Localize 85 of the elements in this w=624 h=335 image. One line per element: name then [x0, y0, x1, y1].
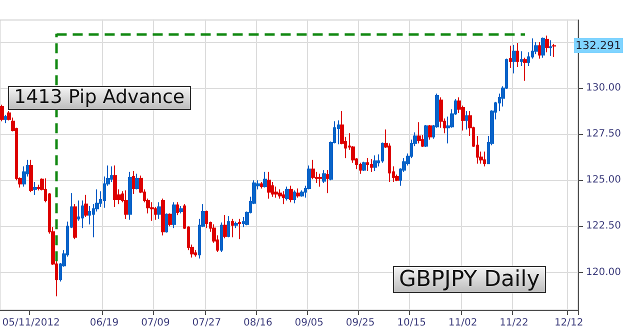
candlestick — [296, 188, 300, 198]
candlestick — [128, 171, 132, 220]
candlestick — [424, 124, 428, 148]
candlestick — [238, 218, 241, 240]
candlestick — [223, 214, 227, 239]
candlestick — [512, 44, 516, 74]
text: GBPJPY Daily — [393, 266, 546, 294]
candlestick — [373, 154, 377, 172]
candlestick — [509, 45, 512, 68]
candlestick — [541, 36, 545, 58]
candlestick — [234, 221, 238, 229]
candlestick — [322, 170, 326, 184]
candlestick — [523, 57, 527, 82]
candlestick — [0, 104, 4, 122]
x-tick-label: 07/27 — [192, 318, 222, 328]
x-tick-label: 05/11/2012 — [2, 318, 60, 328]
candlestick — [300, 190, 304, 198]
candlestick — [516, 42, 519, 68]
candlestick — [311, 159, 315, 180]
x-tick-label: 10/15 — [397, 318, 426, 328]
candlestick — [267, 171, 271, 200]
candlestick — [285, 186, 289, 201]
candlestick — [520, 50, 523, 67]
candlestick — [124, 190, 128, 220]
candlestick — [362, 161, 366, 172]
candlestick — [205, 210, 208, 229]
x-tick-label: 07/09 — [141, 318, 170, 328]
candlestick — [132, 170, 135, 194]
candlestick — [428, 124, 432, 140]
candlestick — [172, 202, 176, 229]
candlestick — [176, 202, 179, 216]
candlestick — [231, 218, 234, 238]
candlestick — [326, 170, 329, 194]
candlestick — [33, 182, 37, 196]
candlestick — [359, 162, 362, 174]
candlestick — [165, 212, 168, 234]
annotation: 132.291 — [574, 38, 623, 53]
candlestick — [135, 173, 139, 190]
candlestick — [289, 185, 293, 203]
candlestick — [179, 205, 183, 214]
candlestick — [84, 194, 88, 218]
candlestick — [157, 202, 161, 220]
candlestick — [549, 40, 552, 56]
y-tick-label: 127.50 — [586, 128, 621, 140]
candlestick — [29, 159, 33, 193]
candlestick — [73, 204, 77, 240]
candlestick — [465, 110, 468, 130]
candlestick — [168, 212, 172, 227]
y-tick-label: 122.50 — [586, 220, 621, 232]
candlestick — [370, 158, 373, 172]
candlestick — [534, 42, 538, 55]
candlestick — [417, 122, 421, 144]
x-tick-label: 08/16 — [243, 318, 272, 328]
candlestick — [282, 190, 285, 205]
candlestick — [366, 158, 369, 172]
ref-line-label: 1413 Pip Advance — [8, 86, 191, 110]
candlestick — [318, 173, 322, 188]
y-tick-label: 125.00 — [586, 174, 621, 186]
x-tick-label: 09/25 — [346, 318, 375, 328]
candlestick — [81, 200, 84, 229]
candlestick — [337, 120, 340, 145]
y-tick-label: 120.00 — [586, 266, 621, 278]
x-tick-label: 12/12 — [554, 318, 584, 328]
candlestick — [227, 216, 230, 238]
candlestick — [538, 42, 541, 60]
candlestick — [293, 190, 296, 204]
candlestick — [260, 182, 263, 189]
candlestick — [545, 35, 549, 53]
candlestick — [113, 164, 117, 208]
candlestick — [263, 171, 267, 188]
candlestick — [110, 166, 113, 183]
candlestick — [150, 202, 154, 222]
candlestick — [154, 206, 157, 220]
x-tick-label: 11/02 — [448, 318, 478, 328]
x-tick-label: 06/19 — [90, 318, 119, 328]
x-tick-label: 09/05 — [294, 318, 324, 328]
y-tick-label: 130.00 — [586, 82, 621, 94]
candlestick — [274, 186, 278, 198]
candlestick — [552, 43, 556, 58]
x-tick-label: 11/22 — [500, 318, 528, 328]
candlestick — [161, 198, 165, 236]
candlestick — [4, 114, 7, 124]
candlestick — [220, 222, 223, 252]
candlestick — [483, 151, 486, 167]
candlestick — [381, 142, 384, 164]
